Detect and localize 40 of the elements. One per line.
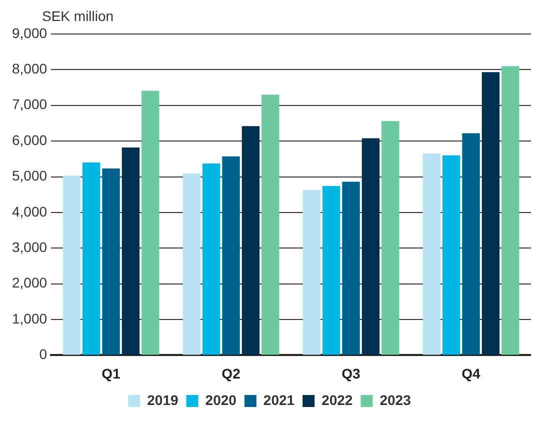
bar: [202, 164, 220, 355]
legend-label: 2022: [322, 392, 353, 408]
bar: [322, 186, 340, 355]
y-tick-label: 9,000: [12, 24, 48, 41]
y-tick-label: 7,000: [12, 96, 48, 112]
bar: [262, 94, 280, 355]
bar: [302, 190, 321, 355]
bar: [62, 176, 81, 355]
bar: [222, 156, 240, 355]
bar: [422, 154, 441, 355]
legend-label: 2021: [263, 392, 295, 408]
bar: [462, 133, 480, 355]
bar: [122, 147, 140, 355]
x-tick-label: Q4: [462, 365, 481, 382]
y-tick-label: 1,000: [12, 310, 48, 326]
bar: [362, 138, 380, 355]
y-tick-label: 3,000: [12, 238, 48, 255]
bar: [242, 126, 260, 355]
legend-label: 2023: [380, 392, 412, 408]
legend-label: 2019: [147, 392, 178, 408]
x-tick-label: Q1: [102, 365, 121, 382]
bar: [502, 66, 520, 355]
y-tick-label: 2,000: [12, 274, 48, 291]
y-tick-label: 0: [39, 346, 48, 362]
bar: [182, 174, 201, 355]
bar: [102, 168, 120, 355]
bar: [382, 121, 400, 355]
y-tick-label: 5,000: [12, 168, 48, 184]
bar: [342, 182, 360, 355]
y-axis-title: SEK million: [42, 8, 114, 24]
y-tick-label: 4,000: [12, 203, 48, 220]
x-tick-label: Q2: [222, 365, 241, 382]
x-tick-label: Q3: [342, 365, 361, 382]
legend-label: 2020: [205, 392, 237, 408]
bar: [82, 162, 100, 355]
y-tick-label: 6,000: [12, 132, 48, 148]
bar: [482, 72, 500, 355]
y-tick-label: 8,000: [12, 60, 48, 77]
bar: [142, 90, 160, 355]
bar: [442, 155, 460, 355]
